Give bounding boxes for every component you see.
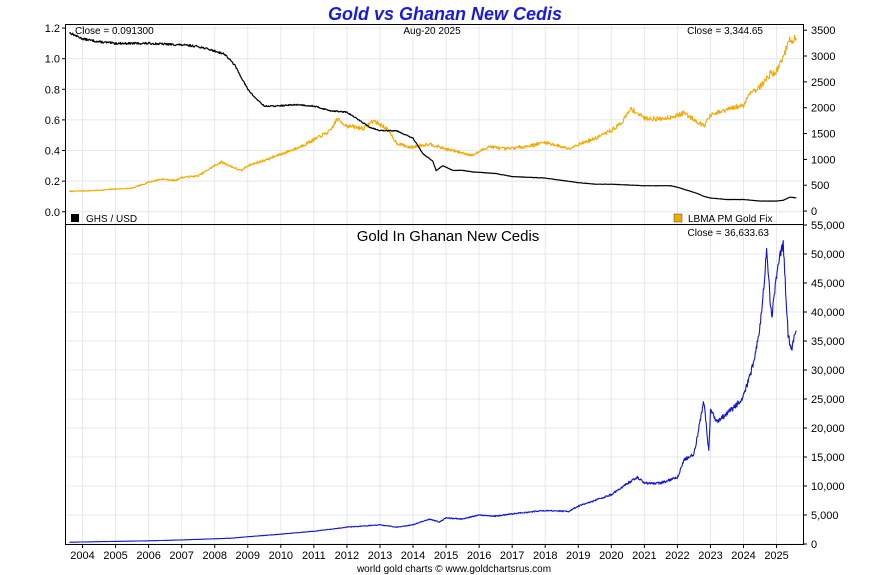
top-left-tick-label: 0.6 <box>45 115 60 127</box>
top-header-center: Aug-20 2025 <box>403 26 461 37</box>
bottom-right-tick-label: 45,000 <box>811 278 845 290</box>
x-tick-label: 2007 <box>169 550 193 562</box>
legend-swatch-gold <box>673 213 683 223</box>
x-tick-label: 2025 <box>764 550 788 562</box>
bottom-header-right: Close = 36,633.63 <box>688 228 770 239</box>
x-tick-label: 2004 <box>70 550 94 562</box>
x-tick-label: 2018 <box>533 550 557 562</box>
bottom-right-tick-label: 50,000 <box>811 249 845 261</box>
top-left-tick-label: 0.8 <box>45 84 60 96</box>
bottom-right-tick-label: 35,000 <box>811 336 845 348</box>
legend-swatch-ghs <box>71 214 79 222</box>
x-tick-label: 2023 <box>698 550 722 562</box>
x-tick-label: 2005 <box>103 550 127 562</box>
x-axis: 2004 2005 2006 2007 2008 2009 2010 2011 2012 2013… <box>70 544 789 562</box>
x-tick-label: 2017 <box>500 550 524 562</box>
top-right-tick-label: 3000 <box>811 51 835 63</box>
footer-credit: world gold charts © www.goldchartsrus.co… <box>356 564 551 575</box>
top-right-tick-label: 1000 <box>811 154 835 166</box>
bottom-right-tick-label: 25,000 <box>811 394 845 406</box>
bottom-right-tick-label: 40,000 <box>811 307 845 319</box>
top-panel-grid <box>66 25 803 224</box>
x-tick-label: 2006 <box>136 550 160 562</box>
chart-title: Gold vs Ghanan New Cedis <box>328 4 562 24</box>
top-right-tick-label: 2000 <box>811 103 835 115</box>
legend: GHS / USD LBMA PM Gold Fix <box>71 213 772 225</box>
x-tick-label: 2009 <box>236 550 260 562</box>
legend-label-ghs: GHS / USD <box>86 214 137 225</box>
top-right-tick-label: 1500 <box>811 129 835 141</box>
top-left-tick-label: 0.4 <box>45 146 60 158</box>
x-tick-label: 2022 <box>665 550 689 562</box>
bottom-right-tick-label: 30,000 <box>811 365 845 377</box>
legend-label-gold: LBMA PM Gold Fix <box>688 214 772 225</box>
x-tick-label: 2012 <box>335 550 359 562</box>
x-tick-label: 2011 <box>302 550 326 562</box>
bottom-panel-frame <box>65 224 804 545</box>
top-right-tick-label: 0 <box>811 206 817 218</box>
x-tick-label: 2015 <box>434 550 458 562</box>
top-right-tick-label: 2500 <box>811 77 835 89</box>
x-tick-label: 2008 <box>202 550 226 562</box>
bottom-panel-grid <box>66 224 803 545</box>
top-left-tick-label: 0.2 <box>45 176 60 188</box>
top-left-axis: 0.0 0.2 0.4 0.6 0.8 1.0 1.2 <box>45 23 66 219</box>
bottom-panel-series <box>69 239 797 543</box>
top-panel-frame <box>65 24 804 225</box>
x-tick-label: 2013 <box>368 550 392 562</box>
bottom-panel-title: Gold In Ghanan New Cedis <box>357 228 540 245</box>
bottom-right-tick-label: 15,000 <box>811 452 845 464</box>
x-tick-label: 2010 <box>269 550 293 562</box>
top-header-left: Close = 0.091300 <box>75 26 154 37</box>
top-right-axis: 0 500 1000 1500 2000 2500 3000 3500 <box>803 25 835 218</box>
x-tick-label: 2014 <box>401 550 425 562</box>
top-panel-series <box>68 32 797 202</box>
x-tick-label: 2020 <box>599 550 623 562</box>
x-tick-label: 2016 <box>467 550 491 562</box>
bottom-right-tick-label: 55,000 <box>811 220 845 232</box>
bottom-right-tick-label: 20,000 <box>811 423 845 435</box>
top-header-right: Close = 3,344.65 <box>687 26 763 37</box>
bottom-right-axis: 0 5,000 10,000 15,000 20,000 25,000 30,000 35,0… <box>803 220 845 551</box>
top-right-tick-label: 3500 <box>811 25 835 37</box>
bottom-right-tick-label: 10,000 <box>811 481 845 493</box>
gold-fix-line <box>68 34 797 193</box>
top-panel: 0.0 0.2 0.4 0.6 0.8 1.0 1.2 0 500 1000 1500 2000 25… <box>45 23 835 225</box>
x-tick-label: 2024 <box>731 550 755 562</box>
ghs-usd-line <box>69 32 797 202</box>
top-left-tick-label: 0.0 <box>45 207 60 219</box>
gold-in-cedis-line <box>69 239 797 543</box>
top-right-tick-label: 500 <box>811 180 829 192</box>
x-tick-label: 2019 <box>566 550 590 562</box>
top-left-tick-label: 1.2 <box>45 23 60 35</box>
bottom-right-tick-label: 0 <box>811 539 817 551</box>
top-left-tick-label: 1.0 <box>45 54 60 66</box>
bottom-right-tick-label: 5,000 <box>811 510 839 522</box>
bottom-panel: 0 5,000 10,000 15,000 20,000 25,000 30,000 35,0… <box>65 220 845 562</box>
x-tick-label: 2021 <box>632 550 656 562</box>
